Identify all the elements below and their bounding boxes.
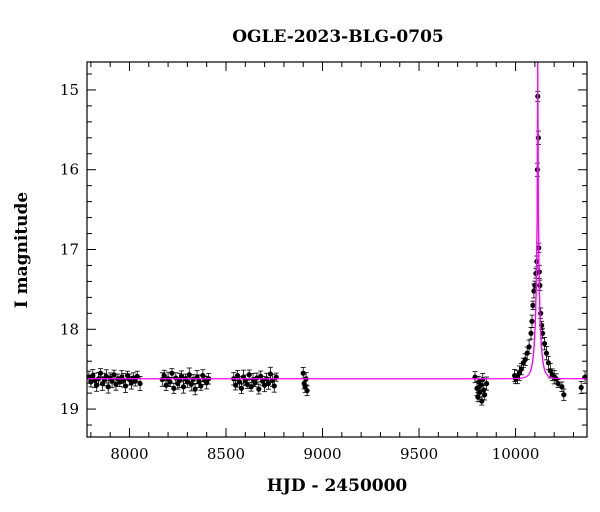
- data-point: [555, 380, 561, 387]
- y-tick-label: 16: [60, 161, 79, 179]
- x-tick-label: 9500: [400, 445, 438, 463]
- data-point: [180, 384, 187, 390]
- data-point: [105, 384, 111, 390]
- data-point: [578, 384, 584, 391]
- data-point: [184, 379, 190, 385]
- data-point: [545, 360, 551, 366]
- data-point: [518, 366, 524, 372]
- plot-area: 8000 8500 9000 9500 10000 15 16 17 18 19: [60, 61, 588, 463]
- data-point: [123, 383, 129, 389]
- chart-title: OGLE-2023-BLG-0705: [232, 27, 444, 47]
- data-point: [198, 383, 204, 389]
- data-point: [541, 341, 548, 347]
- x-tick-label: 8500: [207, 445, 245, 463]
- data-point: [233, 382, 239, 388]
- data-point: [109, 378, 115, 384]
- y-tick-label: 15: [60, 81, 79, 99]
- data-point: [547, 368, 553, 374]
- data-point: [526, 344, 532, 350]
- x-tick-label: 9000: [303, 445, 341, 463]
- data-point: [484, 380, 490, 387]
- data-point: [171, 385, 177, 391]
- data-point: [256, 386, 262, 392]
- data-point: [113, 381, 119, 387]
- data-point: [479, 398, 485, 404]
- data-point: [561, 392, 567, 398]
- data-point: [543, 350, 550, 356]
- data-point: [97, 370, 104, 376]
- data-point: [186, 372, 192, 378]
- data-point: [537, 282, 543, 289]
- data-point: [238, 385, 245, 391]
- data-point: [530, 302, 536, 308]
- data-point: [559, 384, 565, 390]
- data-point: [529, 318, 535, 324]
- data-point: [265, 380, 272, 387]
- x-tick-label: 10000: [492, 445, 540, 463]
- data-point: [99, 380, 106, 387]
- data-point: [271, 383, 277, 389]
- data-point: [134, 373, 140, 379]
- data-point: [475, 394, 481, 400]
- y-tick-label: 18: [60, 320, 79, 338]
- data-point: [300, 370, 306, 376]
- data-point: [196, 378, 202, 384]
- data-point: [267, 371, 273, 377]
- data-point: [480, 376, 486, 383]
- data-point: [538, 310, 544, 316]
- model-curve: [87, 92, 587, 380]
- data-point: [137, 380, 143, 387]
- data-point: [304, 388, 310, 394]
- data-point: [192, 386, 198, 392]
- data-point: [200, 372, 206, 379]
- data-point: [246, 372, 252, 378]
- data-point: [169, 370, 175, 376]
- data-point: [528, 330, 534, 336]
- x-axis-label: HJD - 2450000: [267, 476, 408, 496]
- data-point: [178, 373, 185, 379]
- data-point: [161, 372, 167, 379]
- y-tick-label: 17: [60, 241, 79, 259]
- data-point: [260, 378, 266, 384]
- data-point: [111, 372, 117, 378]
- data-point: [474, 385, 480, 391]
- y-axis-label: I magnitude: [12, 192, 32, 309]
- x-tick-label: 8000: [110, 445, 148, 463]
- data-point: [244, 381, 250, 387]
- data-point: [167, 379, 173, 385]
- y-tick-label: 19: [60, 400, 79, 418]
- data-point: [482, 392, 488, 398]
